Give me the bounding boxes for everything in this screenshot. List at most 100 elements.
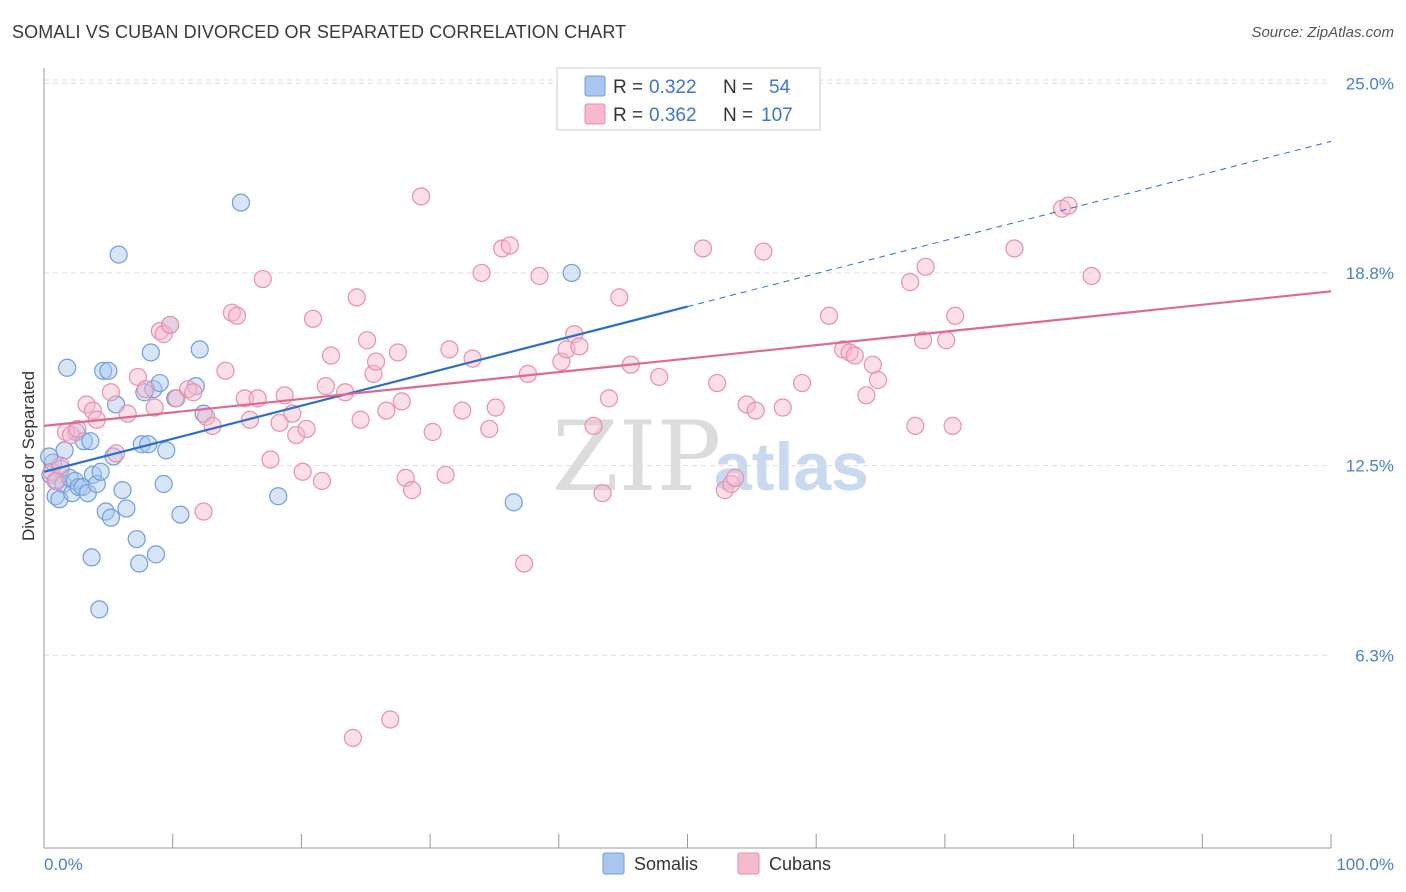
legend-r-label-cubans: R = [613,105,643,126]
point-cubans [270,413,289,432]
watermark: ZIP atlas [552,401,869,513]
point-somalis [130,554,149,573]
x-axis-ticks [43,834,1332,848]
point-cubans [343,728,362,747]
point-somalis [90,600,109,619]
legend-n-value-cubans: 107 [761,105,793,126]
point-cubans [480,419,499,439]
gridlines [44,79,1331,656]
point-cubans [901,273,920,292]
point-cubans [377,401,396,420]
y-tick-label: 25.0% [1346,74,1394,93]
point-cubans [610,288,629,307]
point-cubans [530,266,549,286]
point-cubans [453,401,472,420]
point-cubans [46,471,65,491]
point-cubans [402,481,422,500]
y-tick-label: 18.8% [1346,264,1394,283]
point-cubans [650,367,669,387]
point-cubans [514,554,534,573]
point-cubans [500,236,519,255]
point-cubans [261,450,280,469]
trend-lines [43,140,1332,473]
y-tick-label: 12.5% [1346,457,1394,476]
watermark-zip: ZIP [552,401,721,513]
point-cubans [145,398,164,417]
point-cubans [388,343,408,362]
point-somalis [58,358,77,377]
point-somalis [127,529,146,549]
point-cubans [693,239,713,258]
point-somalis [117,499,136,518]
point-cubans [154,325,173,344]
point-cubans [316,377,335,396]
point-cubans [913,331,933,350]
point-cubans [472,263,491,283]
point-somalis [141,343,160,362]
point-cubans [773,398,792,417]
point-cubans [946,306,965,325]
point-cubans [584,416,603,435]
legend-r-value-cubans: 0.362 [649,105,697,126]
point-cubans [293,462,312,481]
series-cubans-points [42,187,1101,747]
point-cubans [118,404,137,423]
x-tick-label-max: 100.0% [1336,855,1394,874]
legend-top: R = 0.322 N = 54 R = 0.362 N = 107 [556,67,821,131]
point-cubans [746,401,765,420]
point-somalis [82,548,101,567]
point-somalis [101,508,121,527]
point-somalis [146,545,166,564]
point-cubans [440,340,459,359]
point-somalis [91,462,110,481]
point-cubans [357,331,377,350]
point-cubans [222,303,242,322]
point-cubans [423,422,442,442]
point-somalis [55,441,74,460]
trend-line-somalis [43,305,688,473]
legend-bottom-label-somalis: Somalis [634,854,698,874]
point-cubans [819,306,839,325]
point-somalis [109,245,128,264]
point-cubans [868,370,888,390]
point-cubans [194,502,213,521]
point-cubans [436,465,455,484]
point-cubans [792,373,812,393]
point-cubans [754,242,773,261]
point-cubans [392,392,411,411]
point-somalis [94,361,113,380]
point-cubans [906,416,925,435]
point-somalis [81,432,100,451]
trend-line-cubans [43,290,1332,427]
legend-n-value-somalis: 54 [769,77,791,98]
legend-bottom-label-cubans: Cubans [769,854,831,874]
point-somalis [157,441,176,460]
chart-title: SOMALI VS CUBAN DIVORCED OR SEPARATED CO… [12,22,627,42]
point-cubans [101,383,121,402]
watermark-atlas: atlas [714,429,869,505]
point-cubans [68,419,87,439]
point-cubans [83,401,103,420]
point-cubans [347,288,366,307]
legend-r-value-somalis: 0.322 [649,77,697,98]
point-somalis [269,487,288,506]
point-cubans [593,484,612,503]
point-cubans [863,355,882,374]
legend-n-label-cubans: N = [723,105,753,126]
y-axis-tick-labels: 6.3% 12.5% 18.8% 25.0% [1346,74,1394,665]
point-cubans [857,386,876,405]
point-cubans [943,416,962,435]
x-tick-label-min: 0.0% [44,855,83,874]
point-cubans [726,468,745,487]
source-label: Source: ZipAtlas.com [1251,24,1394,41]
point-cubans [253,269,272,289]
point-cubans [937,331,956,350]
point-cubans [737,395,756,414]
legend-n-label-somalis: N = [723,77,753,98]
point-somalis [231,193,251,212]
point-somalis [171,505,190,524]
point-cubans [321,346,341,365]
legend-bottom: Somalis Cubans [602,852,831,875]
point-cubans [1082,266,1101,286]
